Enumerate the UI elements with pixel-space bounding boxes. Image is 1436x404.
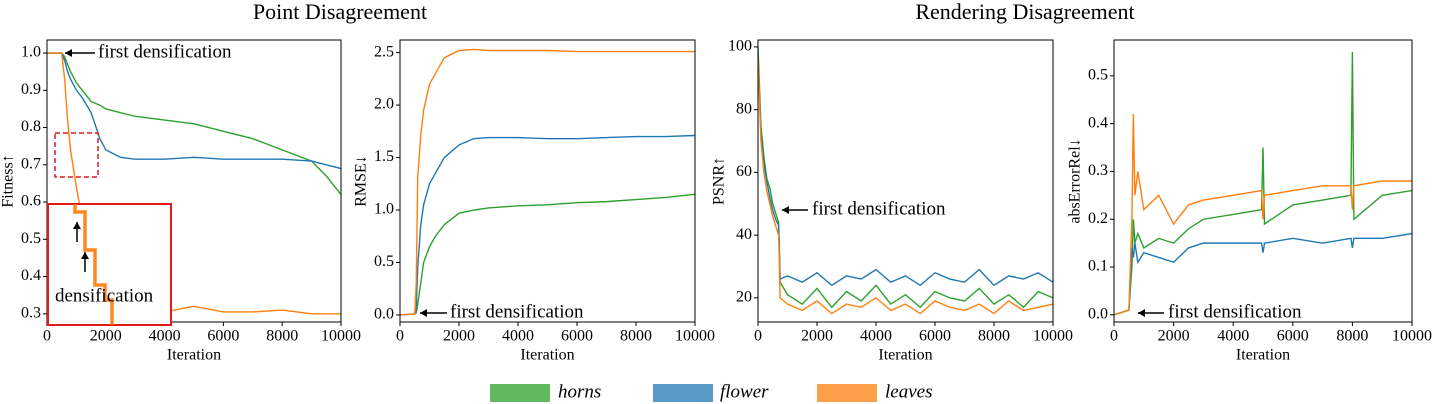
x-tick-label: 4000 [149, 328, 181, 345]
legend-swatch [653, 384, 713, 402]
line-series [758, 53, 1053, 287]
line-series [1114, 114, 1412, 316]
y-tick-label: 0.0 [1088, 306, 1108, 323]
legend-label: leaves [885, 381, 932, 402]
arrow-head [420, 309, 427, 317]
inset-line-core [74, 204, 113, 325]
legend-label: flower [720, 381, 769, 402]
line-series [400, 48, 695, 316]
y-tick-label: 0.4 [1088, 114, 1108, 131]
legend-label: horns [558, 381, 601, 402]
line-series [758, 46, 1053, 309]
x-axis-label: Iteration [520, 347, 574, 364]
y-tick-label: 0.1 [1088, 258, 1108, 275]
plot-frame [1113, 39, 1413, 323]
x-tick-label: 2000 [443, 328, 475, 345]
y-tick-label: 0.8 [21, 118, 41, 135]
line-series [1114, 51, 1412, 316]
x-tick-label: 6000 [919, 328, 951, 345]
x-tick-label: 8000 [1336, 328, 1368, 345]
line-series [47, 52, 341, 196]
x-tick-label: 10000 [1033, 328, 1073, 345]
line-series [47, 52, 341, 170]
x-tick-label: 4000 [860, 328, 892, 345]
x-axis-label: Iteration [167, 347, 221, 364]
x-tick-label: 6000 [207, 328, 239, 345]
x-tick-label: 2000 [801, 328, 833, 345]
y-axis-label: Fitness↑ [0, 154, 17, 207]
group-title: Rendering Disagreement [915, 0, 1134, 24]
y-tick-label: 0.3 [1088, 162, 1108, 179]
arrow-head [65, 49, 72, 57]
y-tick-label: 40 [736, 226, 752, 243]
y-tick-label: 1.0 [21, 44, 41, 61]
y-axis-label: PSNR↑ [711, 157, 728, 205]
x-tick-label: 0 [754, 328, 762, 345]
legend-swatch [817, 384, 877, 402]
x-tick-label: 10000 [675, 328, 715, 345]
y-tick-label: 0.6 [21, 193, 41, 210]
y-tick-label: 1.5 [374, 148, 394, 165]
annotation: first densification [450, 301, 584, 322]
y-tick-label: 0.9 [21, 81, 41, 98]
plot-frame [757, 39, 1054, 323]
y-tick-label: 80 [736, 100, 752, 117]
y-tick-label: 0.5 [21, 230, 41, 247]
x-axis-label: Iteration [878, 347, 932, 364]
x-axis-label: Iteration [1236, 347, 1290, 364]
arrow-head [81, 252, 89, 259]
group-title: Point Disagreement [253, 0, 427, 24]
y-tick-label: 1.0 [374, 201, 394, 218]
annotation: first densification [1168, 301, 1302, 322]
y-tick-label: 0.4 [21, 267, 41, 284]
line-series [758, 56, 1053, 315]
y-tick-label: 20 [736, 289, 752, 306]
x-tick-label: 4000 [502, 328, 534, 345]
x-tick-label: 10000 [321, 328, 361, 345]
arrow-head [73, 222, 81, 229]
y-tick-label: 100 [728, 38, 752, 55]
legend-swatch [490, 384, 550, 402]
x-tick-label: 4000 [1217, 328, 1249, 345]
y-tick-label: 0.2 [1088, 210, 1108, 227]
y-tick-label: 60 [736, 163, 752, 180]
x-tick-label: 8000 [620, 328, 652, 345]
arrow-head [1138, 309, 1145, 317]
y-axis-label: absErrorRel↓ [1067, 138, 1084, 223]
line-series [400, 193, 695, 316]
x-tick-label: 0 [396, 328, 404, 345]
y-tick-label: 0.5 [1088, 67, 1108, 84]
x-tick-label: 0 [43, 328, 51, 345]
arrow-head [782, 206, 789, 214]
x-tick-label: 2000 [1158, 328, 1190, 345]
plot-frame [46, 39, 342, 323]
annotation: densification [55, 285, 154, 306]
y-axis-label: RMSE↓ [353, 155, 370, 207]
line-series [400, 134, 695, 316]
x-tick-label: 6000 [561, 328, 593, 345]
x-tick-label: 8000 [978, 328, 1010, 345]
zoom-region [54, 132, 99, 178]
x-tick-label: 6000 [1277, 328, 1309, 345]
y-tick-label: 2.5 [374, 43, 394, 60]
x-tick-label: 10000 [1392, 328, 1432, 345]
annotation: first densification [812, 198, 946, 219]
y-tick-label: 0.5 [374, 253, 394, 270]
line-series [1114, 232, 1412, 316]
y-tick-label: 0.0 [374, 306, 394, 323]
y-tick-label: 0.3 [21, 304, 41, 321]
y-tick-label: 0.7 [21, 155, 41, 172]
x-tick-label: 2000 [90, 328, 122, 345]
x-tick-label: 0 [1110, 328, 1118, 345]
plot-frame [399, 39, 696, 323]
y-tick-label: 2.0 [374, 96, 394, 113]
inset [47, 203, 172, 326]
x-tick-label: 8000 [266, 328, 298, 345]
annotation: first densification [98, 41, 232, 62]
